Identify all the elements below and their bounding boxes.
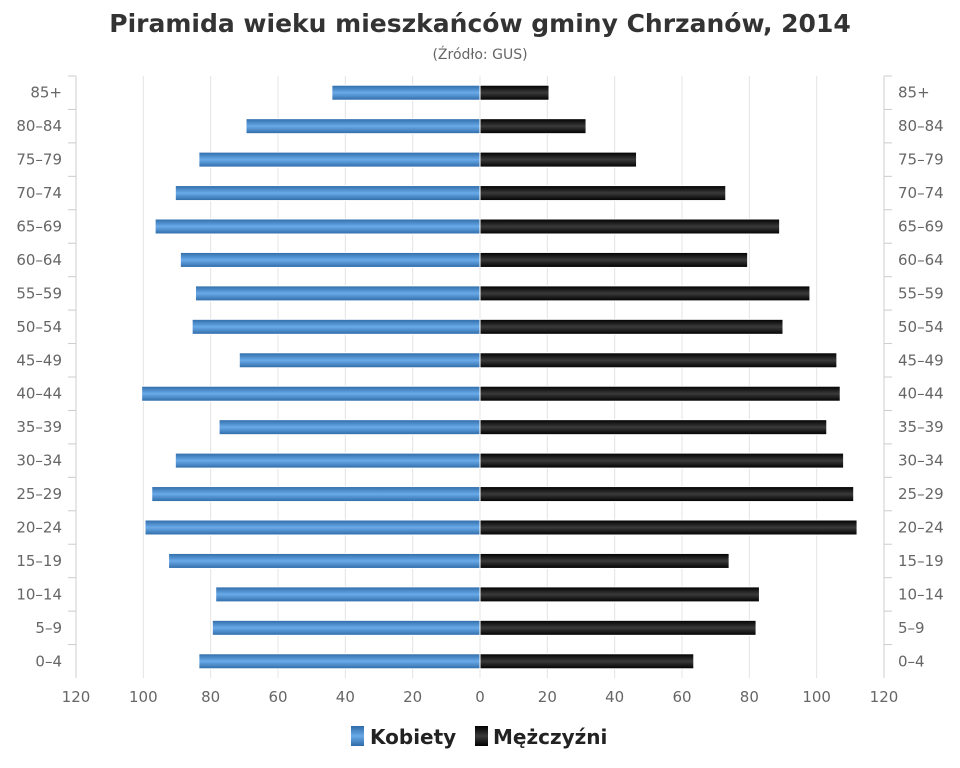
y-tick-label-left: 55–59 (16, 284, 62, 302)
y-tick-label-left: 45–49 (16, 351, 62, 369)
bar-mezczyzni-60-64[interactable] (479, 251, 749, 268)
bar-kobiety-0-4[interactable] (198, 653, 481, 670)
y-tick-label-left: 80–84 (16, 117, 62, 135)
bar-mezczyzni-5-9[interactable] (479, 619, 757, 636)
x-tick-label: 80 (201, 688, 220, 706)
bar-mezczyzni-40-44[interactable] (479, 385, 841, 402)
y-tick-label-left: 40–44 (16, 385, 62, 403)
bar-mezczyzni-50-54[interactable] (479, 318, 784, 335)
y-tick-label-left: 5–9 (35, 619, 62, 637)
x-tick-label: 40 (605, 688, 624, 706)
bar-mezczyzni-65-69[interactable] (479, 218, 781, 235)
y-tick-label-left: 20–24 (16, 519, 62, 537)
bar-kobiety-60-64[interactable] (179, 251, 481, 268)
bar-mezczyzni-35-39[interactable] (479, 419, 828, 436)
y-tick-label-left: 35–39 (16, 418, 62, 436)
bar-kobiety-15-19[interactable] (168, 552, 481, 569)
y-tick-label-left: 0–4 (35, 652, 62, 670)
bar-kobiety-65-69[interactable] (154, 218, 481, 235)
x-tick-label: 20 (403, 688, 422, 706)
y-tick-label-right: 80–84 (898, 117, 944, 135)
y-tick-label-left: 30–34 (16, 452, 62, 470)
y-tick-label-left: 75–79 (16, 151, 62, 169)
legend-swatch-kobiety[interactable] (351, 726, 364, 746)
bar-mezczyzni-55-59[interactable] (479, 285, 811, 302)
y-tick-label-right: 40–44 (898, 385, 944, 403)
bar-mezczyzni-70-74[interactable] (479, 185, 727, 202)
bar-kobiety-30-34[interactable] (174, 452, 481, 469)
y-tick-label-right: 85+ (898, 84, 930, 102)
y-tick-label-right: 5–9 (898, 619, 925, 637)
chart-title: Piramida wieku mieszkańców gminy Chrzanó… (109, 9, 850, 38)
bar-kobiety-20-24[interactable] (144, 519, 481, 536)
bar-kobiety-40-44[interactable] (141, 385, 481, 402)
bar-kobiety-10-14[interactable] (215, 586, 481, 603)
bar-mezczyzni-80-84[interactable] (479, 118, 587, 135)
chart-subtitle: (Źródło: GUS) (432, 45, 527, 63)
y-tick-label-left: 10–14 (16, 585, 62, 603)
y-tick-label-right: 20–24 (898, 519, 944, 537)
x-tick-label: 120 (62, 688, 91, 706)
y-tick-label-right: 0–4 (898, 652, 925, 670)
bar-mezczyzni-30-34[interactable] (479, 452, 845, 469)
y-tick-label-right: 25–29 (898, 485, 944, 503)
y-tick-label-left: 65–69 (16, 218, 62, 236)
x-tick-label: 100 (802, 688, 831, 706)
bar-mezczyzni-20-24[interactable] (479, 519, 858, 536)
bar-kobiety-70-74[interactable] (174, 185, 481, 202)
bar-kobiety-5-9[interactable] (211, 619, 481, 636)
y-tick-label-right: 45–49 (898, 351, 944, 369)
x-tick-label: 100 (129, 688, 158, 706)
y-tick-label-left: 60–64 (16, 251, 62, 269)
y-tick-label-left: 15–19 (16, 552, 62, 570)
bar-mezczyzni-75-79[interactable] (479, 151, 638, 168)
y-tick-label-left: 85+ (30, 84, 62, 102)
x-tick-label: 0 (475, 688, 485, 706)
bar-mezczyzni-15-19[interactable] (479, 552, 730, 569)
legend-label-mezczyzni[interactable]: Mężczyźni (493, 725, 607, 749)
x-tick-label: 40 (336, 688, 355, 706)
x-tick-label: 120 (870, 688, 899, 706)
x-tick-label: 60 (268, 688, 287, 706)
bar-kobiety-25-29[interactable] (151, 486, 481, 503)
y-tick-label-right: 50–54 (898, 318, 944, 336)
bar-mezczyzni-25-29[interactable] (479, 486, 855, 503)
y-tick-label-right: 35–39 (898, 418, 944, 436)
bar-mezczyzni-45-49[interactable] (479, 352, 838, 369)
bar-kobiety-55-59[interactable] (195, 285, 481, 302)
bar-kobiety-50-54[interactable] (191, 318, 481, 335)
bar-kobiety-35-39[interactable] (218, 419, 481, 436)
x-tick-label: 20 (538, 688, 557, 706)
bar-mezczyzni-10-14[interactable] (479, 586, 760, 603)
bar-kobiety-80-84[interactable] (245, 118, 481, 135)
y-tick-label-right: 65–69 (898, 218, 944, 236)
y-tick-label-left: 70–74 (16, 184, 62, 202)
bar-kobiety-75-79[interactable] (198, 151, 481, 168)
y-tick-label-right: 10–14 (898, 585, 944, 603)
y-tick-label-right: 30–34 (898, 452, 944, 470)
bar-mezczyzni-85+[interactable] (479, 84, 550, 101)
bar-kobiety-85+[interactable] (331, 84, 481, 101)
y-tick-label-right: 60–64 (898, 251, 944, 269)
legend-swatch-mezczyzni[interactable] (475, 726, 488, 746)
y-tick-label-right: 70–74 (898, 184, 944, 202)
y-tick-label-right: 55–59 (898, 284, 944, 302)
x-tick-label: 60 (672, 688, 691, 706)
bar-mezczyzni-0-4[interactable] (479, 653, 695, 670)
legend-label-kobiety[interactable]: Kobiety (370, 725, 456, 749)
y-tick-label-right: 15–19 (898, 552, 944, 570)
x-tick-label: 80 (740, 688, 759, 706)
y-tick-label-left: 50–54 (16, 318, 62, 336)
bar-kobiety-45-49[interactable] (238, 352, 481, 369)
y-tick-label-left: 25–29 (16, 485, 62, 503)
y-tick-label-right: 75–79 (898, 151, 944, 169)
